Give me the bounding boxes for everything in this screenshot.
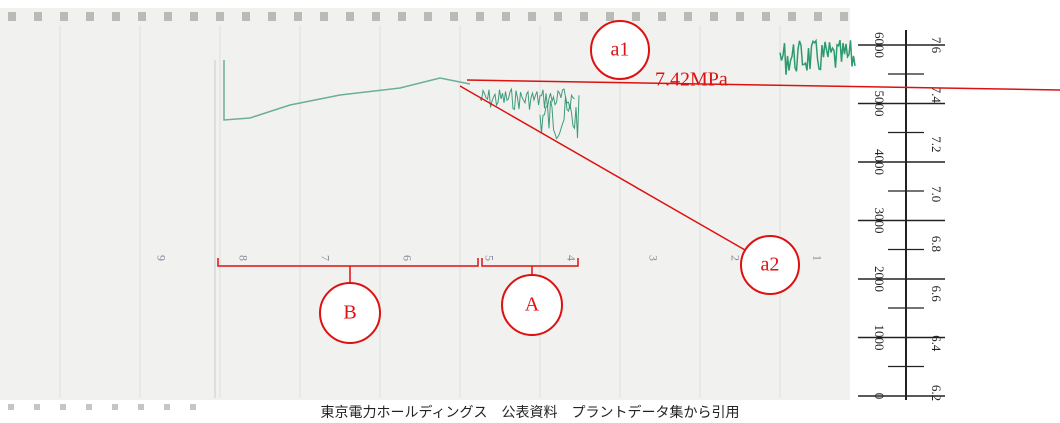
sprocket-hole (476, 12, 484, 21)
scale-label: 6.2 (929, 385, 944, 401)
sprocket-hole (346, 12, 354, 21)
scale-label: 6.4 (929, 335, 944, 352)
sprocket-hole (60, 12, 68, 21)
sprocket-hole (8, 404, 14, 410)
hour-mark: 8 (236, 255, 250, 261)
sprocket-hole (502, 12, 510, 21)
callout-circle (740, 235, 800, 295)
sprocket-hole (112, 404, 118, 410)
sprocket-hole (450, 12, 458, 21)
sprocket-hole (216, 12, 224, 21)
pressure-label: 7.42MPa (655, 69, 728, 91)
sprocket-hole (190, 404, 196, 410)
sprocket-hole (34, 12, 42, 21)
sprocket-hole (242, 12, 250, 21)
scale-label: 5000 (872, 91, 887, 117)
scale-label: 2000 (872, 266, 887, 292)
sprocket-hole (60, 404, 66, 410)
sprocket-hole (372, 12, 380, 21)
noisy-trace (479, 38, 856, 140)
sprocket-hole (814, 12, 822, 21)
sprocket-hole (8, 12, 16, 21)
caption: 東京電力ホールディングス 公表資料 プラントデータ集から引用 (320, 404, 739, 421)
sprocket-hole (580, 12, 588, 21)
paper-grid: 9 8 7 6 5 4 3 2 1 (59, 25, 824, 398)
sprocket-hole (684, 12, 692, 21)
hour-mark: 9 (154, 255, 168, 261)
sprocket-hole (554, 12, 562, 21)
scale-label: 7.0 (929, 186, 944, 202)
hour-mark: 1 (810, 255, 824, 261)
sprocket-hole (710, 12, 718, 21)
scale-label: 3000 (872, 208, 887, 234)
sprocket-hole (762, 12, 770, 21)
sprocket-hole (190, 12, 198, 21)
sprocket-hole (86, 12, 94, 21)
callout-circle (501, 274, 563, 336)
scale-label: 1000 (872, 325, 887, 351)
scale: 6000 5000 4000 3000 2000 1000 0 7.6 7.4 7.2 7.0 6.8… (858, 32, 945, 401)
scale-label: 4000 (872, 149, 887, 175)
noise (779, 38, 856, 75)
sprocket-hole (164, 12, 172, 21)
hour-mark: 3 (646, 255, 660, 261)
scale-label: 6.6 (929, 285, 944, 302)
sprocket-hole (840, 12, 848, 21)
sprocket-hole (268, 12, 276, 21)
noise (539, 95, 580, 140)
sprocket-hole (528, 12, 536, 21)
sprocket-hole (34, 404, 40, 410)
sprocket-hole (736, 12, 744, 21)
sprocket-hole (658, 12, 666, 21)
callout-label: a2 (761, 254, 780, 276)
hour-mark: 6 (400, 255, 414, 261)
callout-circle (319, 282, 381, 344)
hour-mark: 5 (482, 255, 496, 261)
noise (479, 87, 575, 111)
sprocket-hole (632, 12, 640, 21)
scale-label: 0 (872, 393, 887, 400)
callout-label: A (525, 294, 540, 316)
chart-paper (0, 8, 850, 400)
sprocket-hole (398, 12, 406, 21)
scale-label: 7.4 (929, 87, 944, 104)
sprocket-hole (138, 404, 144, 410)
sprocket-holes (8, 12, 848, 410)
callout-label: B (343, 302, 356, 324)
callout-label: a1 (611, 39, 630, 61)
scale-label: 6.8 (929, 236, 944, 252)
scale-label: 6000 (872, 32, 887, 58)
sprocket-hole (294, 12, 302, 21)
sprocket-hole (86, 404, 92, 410)
annotation-lines (217, 79, 1060, 283)
scale-label: 7.6 (929, 37, 944, 54)
callout-circle (590, 20, 650, 80)
scale-label: 7.2 (929, 136, 944, 152)
sprocket-hole (788, 12, 796, 21)
sprocket-hole (138, 12, 146, 21)
hour-mark: 4 (564, 255, 578, 261)
sprocket-hole (320, 12, 328, 21)
sprocket-hole (112, 12, 120, 21)
sprocket-hole (424, 12, 432, 21)
sprocket-hole (606, 12, 614, 21)
sprocket-hole (164, 404, 170, 410)
pressure-trace (223, 60, 471, 121)
hour-mark: 2 (728, 255, 742, 261)
hour-mark: 7 (318, 255, 332, 261)
